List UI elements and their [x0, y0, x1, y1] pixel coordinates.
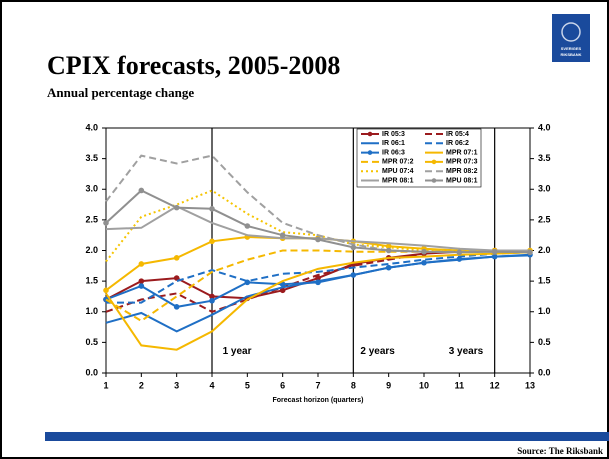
legend-marker — [367, 131, 373, 137]
annotation: 1 year — [223, 346, 252, 357]
series-marker — [138, 187, 145, 194]
legend-box — [356, 128, 482, 188]
y-tick-label: 3.0 — [85, 184, 98, 194]
y-tick-label: 4.0 — [85, 122, 98, 132]
series-marker — [315, 279, 321, 286]
y-tick-label: 0.0 — [85, 367, 98, 377]
series-marker — [421, 248, 427, 255]
y-tick-label: 2.5 — [85, 214, 98, 224]
series-marker — [244, 223, 251, 229]
legend-marker — [431, 178, 437, 183]
logo-text: RIKSBANK — [560, 52, 581, 57]
y2-tick-label: 1.0 — [538, 306, 551, 316]
title: CPIX forecasts, 2005-2008 — [47, 51, 340, 80]
series-marker — [209, 238, 215, 245]
series-marker — [491, 248, 498, 255]
legend-label: MPU 08:1 — [446, 177, 478, 184]
annotation: 2 years — [360, 346, 395, 357]
series-marker — [209, 297, 215, 304]
series-marker — [279, 287, 286, 294]
y2-tick-label: 3.0 — [538, 184, 551, 194]
x-tick-label: 11 — [455, 380, 465, 390]
x-tick-label: 13 — [525, 380, 535, 390]
logo-text: SVERIGES — [561, 46, 582, 51]
series-line — [105, 249, 495, 313]
series-marker — [173, 275, 180, 281]
legend-label: MPR 07:2 — [382, 159, 414, 166]
series-marker — [456, 256, 463, 262]
legend-label: MPR 07:3 — [446, 159, 478, 166]
series-marker — [350, 244, 357, 251]
annotation: 3 years — [449, 346, 484, 357]
y-tick-label: 0.5 — [85, 337, 98, 347]
x-tick-label: 7 — [315, 380, 320, 390]
series-marker — [456, 249, 463, 256]
legend-label: IR 05:3 — [382, 131, 405, 138]
x-tick-label: 6 — [280, 380, 285, 390]
series-marker — [103, 287, 109, 294]
chart: 0.0 0.5 1.0 1.5 2.0 2.5 3.0 3.5 4.0 0.0 0.5 1.0 1.5 2… — [85, 122, 550, 403]
series-marker — [279, 232, 286, 238]
series-marker — [173, 255, 180, 261]
x-tick-label: 4 — [209, 380, 214, 390]
y2-tick-label: 1.5 — [538, 276, 551, 286]
logo — [552, 14, 590, 62]
footer-bar — [45, 432, 609, 441]
x-tick-label: 1 — [103, 380, 108, 390]
y2-tick-label: 3.5 — [538, 153, 551, 163]
y-tick-label: 1.0 — [85, 306, 98, 316]
x-axis-label: Forecast horizon (quarters) — [272, 397, 363, 404]
series-marker — [527, 249, 533, 256]
legend-label: IR 06:1 — [382, 140, 405, 147]
x-tick-label: 9 — [386, 380, 391, 390]
legend-label: IR 06:3 — [382, 149, 405, 156]
series-marker — [385, 264, 392, 271]
x-tick-label: 2 — [139, 380, 144, 390]
series-marker — [491, 253, 498, 260]
legend-label: MPU 07:4 — [382, 168, 414, 175]
series-marker — [173, 204, 180, 211]
subtitle: Annual percentage change — [47, 85, 194, 100]
series-marker — [315, 236, 321, 243]
y-tick-label: 2.0 — [85, 245, 98, 255]
legend-label: MPR 08:2 — [446, 168, 478, 175]
series-marker — [315, 275, 321, 281]
y2-tick-label: 2.0 — [538, 245, 551, 255]
legend-label: MPR 07:1 — [446, 149, 478, 156]
y2-tick-label: 2.5 — [538, 214, 551, 224]
series-marker — [138, 278, 145, 284]
y2-tick-label: 4.0 — [538, 122, 551, 132]
legend-marker — [367, 150, 373, 155]
x-tick-label: 3 — [174, 380, 179, 390]
x-tick-label: 12 — [490, 380, 500, 390]
series-marker — [173, 304, 180, 310]
series-marker — [103, 220, 109, 226]
source: Source: The Riksbank — [517, 446, 603, 456]
legend-label: IR 05:4 — [446, 131, 469, 138]
y2-tick-label: 0.0 — [538, 367, 551, 377]
x-tick-label: 5 — [245, 380, 250, 390]
series-marker — [421, 259, 427, 266]
series-marker — [138, 283, 145, 289]
series-marker — [244, 279, 251, 286]
x-tick-label: 8 — [351, 380, 356, 390]
series-marker — [209, 206, 215, 212]
series-marker — [138, 261, 145, 267]
series-marker — [385, 247, 392, 254]
series-marker — [350, 272, 357, 278]
logo-emblem — [561, 22, 581, 42]
x-tick-label: 10 — [419, 380, 429, 390]
y-tick-label: 3.5 — [85, 153, 98, 163]
y-tick-label: 1.5 — [85, 276, 98, 286]
legend-label: IR 06:2 — [446, 140, 469, 147]
series-marker — [209, 293, 215, 300]
legend-label: MPR 08:1 — [382, 177, 414, 184]
y2-tick-label: 0.5 — [538, 337, 551, 347]
legend-marker — [431, 159, 437, 165]
